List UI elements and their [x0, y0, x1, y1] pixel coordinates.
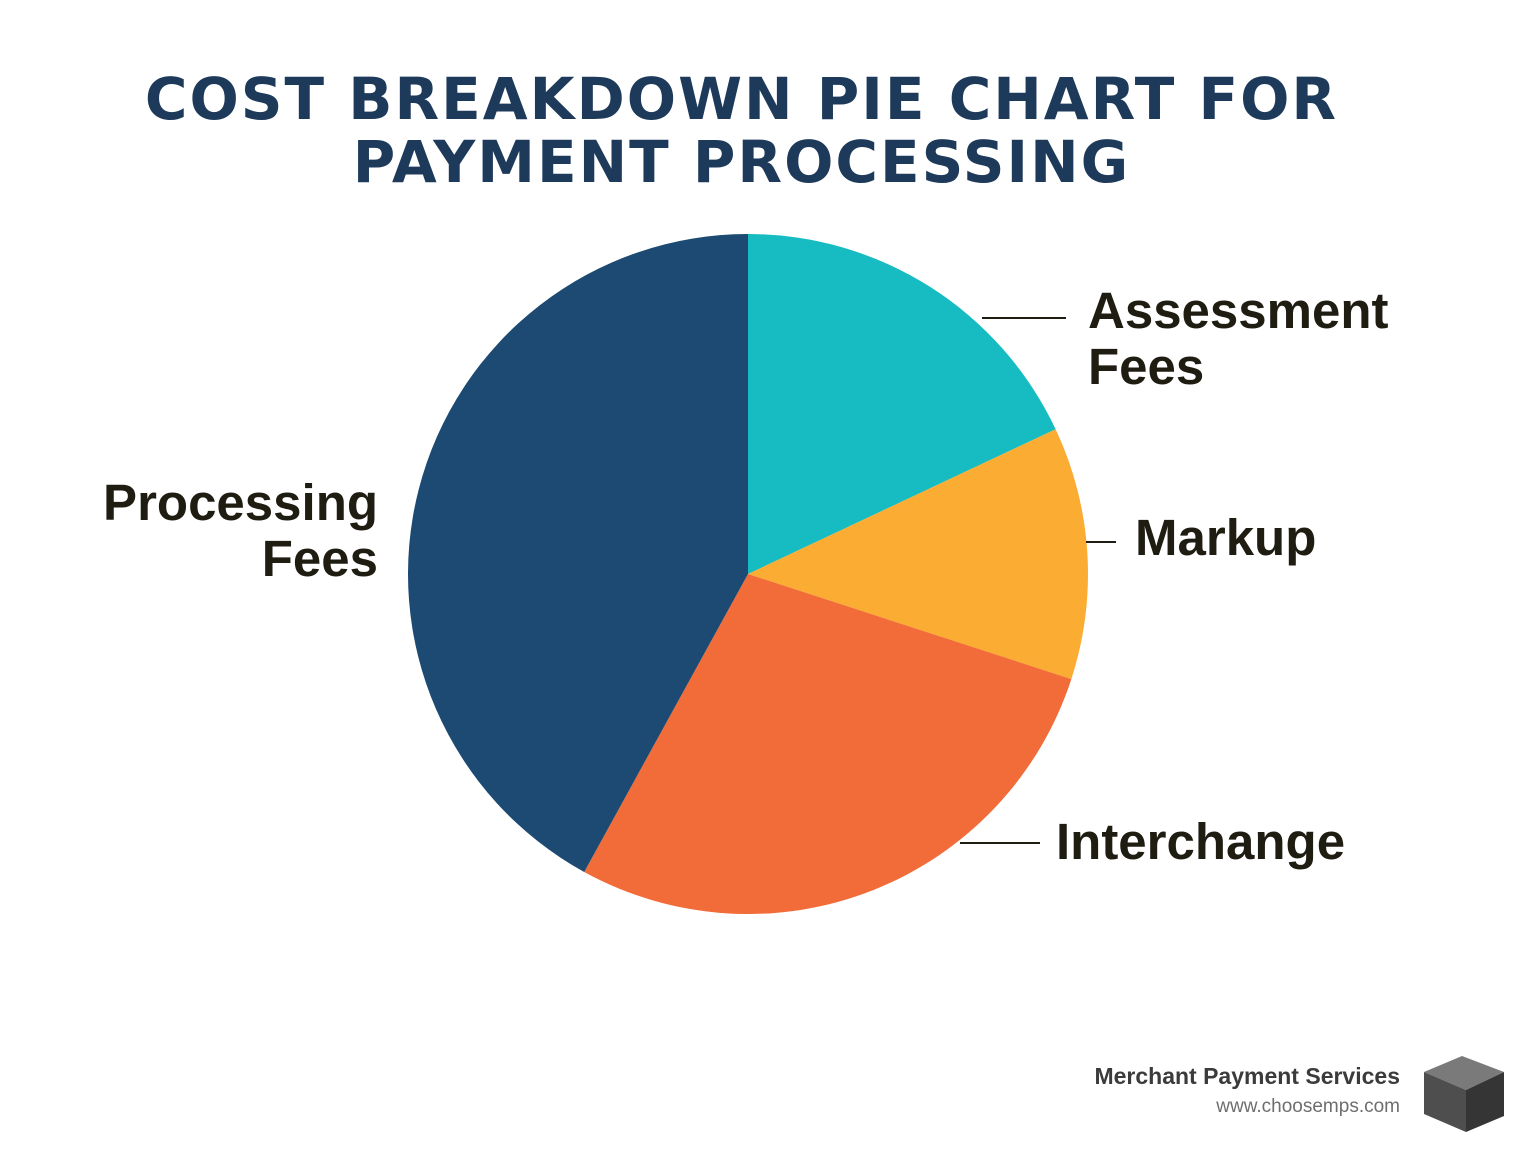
slice-label-line: Processing: [103, 474, 378, 531]
pie-slice-processing-fees: [407, 234, 748, 872]
cube-icon: [1424, 1056, 1504, 1132]
slice-label-interchange: Interchange: [1056, 814, 1345, 870]
chart-title-line-2: PAYMENT PROCESSING: [352, 128, 1131, 196]
brand-url: www.choosemps.com: [1216, 1096, 1400, 1117]
pie-slice-markup: [748, 429, 1089, 680]
pie-slice-assessment-fees: [748, 234, 1056, 574]
slice-label-processing-fees: Processing Fees: [60, 475, 378, 587]
slice-label-line: Fees: [261, 530, 378, 587]
pie-slice-interchange: [584, 574, 1072, 914]
slice-label-assessment-fees: Assessment Fees: [1088, 283, 1389, 395]
slice-label-line: Markup: [1135, 509, 1317, 566]
slice-label-markup: Markup: [1135, 510, 1316, 566]
slice-label-line: Assessment: [1088, 282, 1389, 339]
brand-name: Merchant Payment Services: [1094, 1063, 1400, 1089]
slice-label-line: Fees: [1088, 338, 1205, 395]
slice-label-line: Interchange: [1056, 813, 1346, 870]
chart-title-line-1: COST BREAKDOWN PIE CHART FOR: [144, 65, 1339, 133]
brand-block: Merchant Payment Services www.choosemps.…: [1094, 1063, 1400, 1118]
chart-title: COST BREAKDOWN PIE CHART FOR PAYMENT PRO…: [0, 68, 1483, 194]
